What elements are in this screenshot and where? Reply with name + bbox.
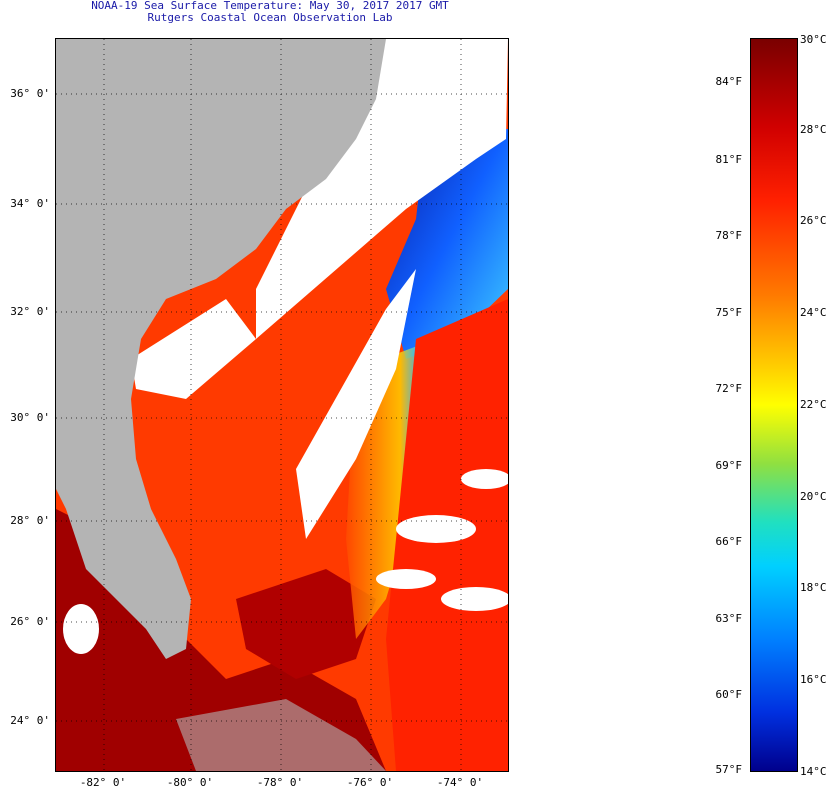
cloud-left bbox=[131, 299, 256, 399]
temperature-colorbar bbox=[750, 38, 798, 772]
sst-map-canvas bbox=[56, 39, 508, 771]
lat-label-26: 26° 0' bbox=[10, 615, 50, 628]
map-subtitle: Rutgers Coastal Ocean Observation Lab bbox=[147, 11, 393, 24]
colorbar-label-66f: 66°F bbox=[715, 535, 743, 548]
cold-shelf-north bbox=[386, 129, 508, 359]
lat-label-24: 24° 0' bbox=[10, 714, 50, 727]
colorbar-label-20c: 20°C bbox=[800, 490, 827, 503]
colorbar-label-26c: 26°C bbox=[800, 214, 827, 227]
colorbar-label-18c: 18°C bbox=[800, 581, 827, 594]
cloud-patch-3 bbox=[441, 587, 508, 611]
colorbar-label-14c: 14°C bbox=[800, 765, 827, 778]
lon-label-80: -80° 0' bbox=[166, 776, 214, 789]
sst-map bbox=[55, 38, 509, 772]
colorbar-label-22c: 22°C bbox=[800, 398, 827, 411]
lon-label-74: -74° 0' bbox=[436, 776, 484, 789]
map-title: NOAA-19 Sea Surface Temperature: May 30,… bbox=[91, 0, 449, 12]
lat-label-36: 36° 0' bbox=[10, 87, 50, 100]
colorbar-label-57f: 57°F bbox=[715, 763, 743, 776]
lat-label-28: 28° 0' bbox=[10, 514, 50, 527]
cloud-patch-5 bbox=[63, 604, 99, 654]
cloud-patch-4 bbox=[376, 569, 436, 589]
colorbar-label-69f: 69°F bbox=[715, 459, 743, 472]
lon-label-76: -76° 0' bbox=[346, 776, 394, 789]
colorbar-label-16c: 16°C bbox=[800, 673, 827, 686]
lon-label-78: -78° 0' bbox=[256, 776, 304, 789]
colorbar-label-75f: 75°F bbox=[715, 306, 743, 319]
colorbar-label-78f: 78°F bbox=[715, 229, 743, 242]
cloud-patch-2 bbox=[461, 469, 508, 489]
bahamas-dark-water bbox=[236, 569, 376, 679]
colorbar-label-81f: 81°F bbox=[715, 153, 743, 166]
colorbar-label-28c: 28°C bbox=[800, 123, 827, 136]
colorbar-label-24c: 24°C bbox=[800, 306, 827, 319]
lat-label-32: 32° 0' bbox=[10, 305, 50, 318]
cloud-patch-1 bbox=[396, 515, 476, 543]
lon-label-82: -82° 0' bbox=[79, 776, 127, 789]
cloud-center bbox=[296, 269, 416, 539]
lat-label-30: 30° 0' bbox=[10, 411, 50, 424]
colorbar-label-84f: 84°F bbox=[715, 75, 743, 88]
lat-label-34: 34° 0' bbox=[10, 197, 50, 210]
colorbar-label-30c: 30°C bbox=[800, 33, 827, 46]
colorbar-label-72f: 72°F bbox=[715, 382, 743, 395]
graticule bbox=[56, 39, 508, 771]
cloud-north bbox=[256, 39, 508, 339]
colorbar-label-63f: 63°F bbox=[715, 612, 743, 625]
colorbar-label-60f: 60°F bbox=[715, 688, 743, 701]
land-us bbox=[56, 39, 386, 659]
